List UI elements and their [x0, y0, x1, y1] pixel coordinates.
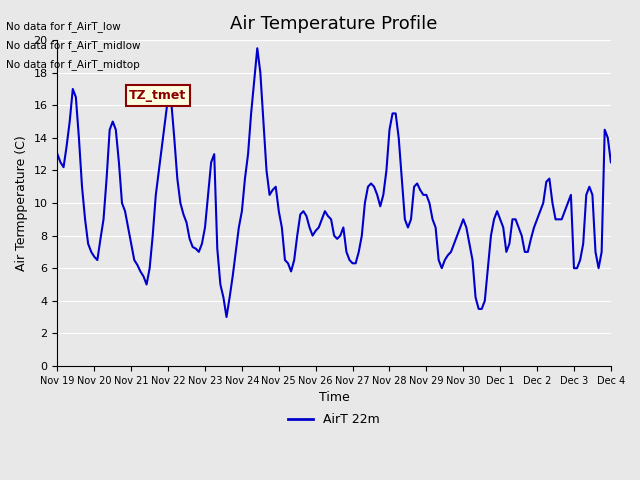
Text: No data for f_AirT_midlow: No data for f_AirT_midlow: [6, 40, 141, 51]
Text: No data for f_AirT_midtop: No data for f_AirT_midtop: [6, 59, 140, 70]
Text: No data for f_AirT_low: No data for f_AirT_low: [6, 21, 121, 32]
Legend: AirT 22m: AirT 22m: [284, 408, 385, 432]
Title: Air Temperature Profile: Air Temperature Profile: [230, 15, 438, 33]
Y-axis label: Air Termpperature (C): Air Termpperature (C): [15, 135, 28, 271]
X-axis label: Time: Time: [319, 391, 349, 404]
Text: TZ_tmet: TZ_tmet: [129, 89, 187, 102]
